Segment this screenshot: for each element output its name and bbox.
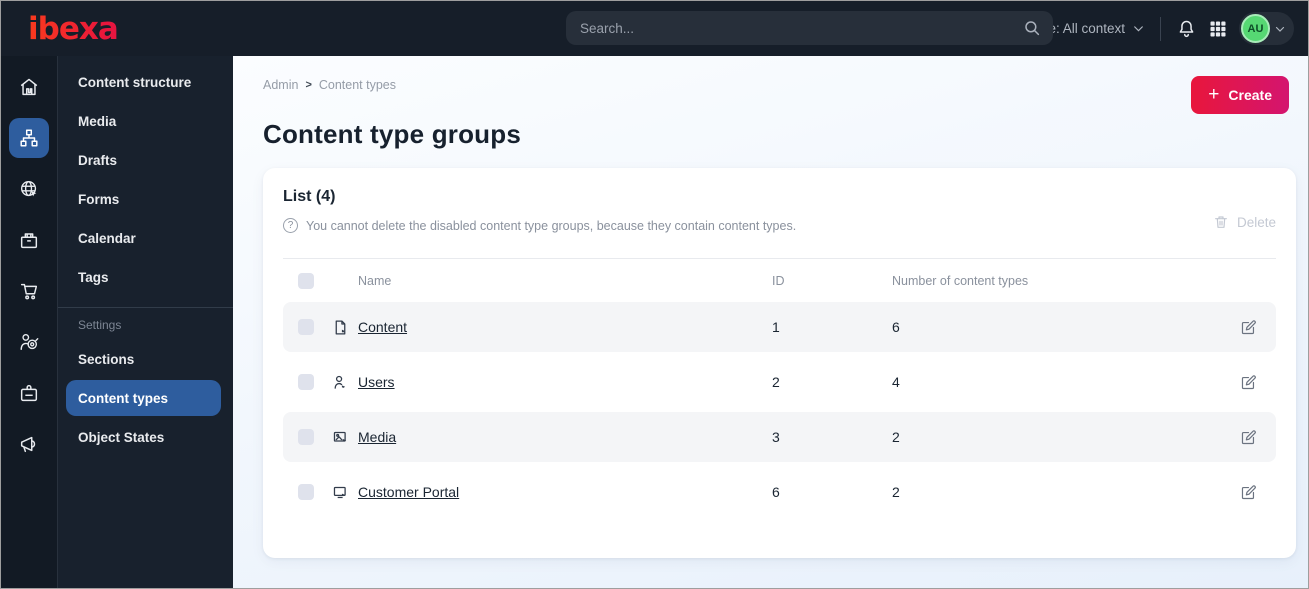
products-icon[interactable] xyxy=(9,220,49,260)
row-checkbox[interactable] xyxy=(298,484,314,500)
row-checkbox[interactable] xyxy=(298,319,314,335)
group-count: 2 xyxy=(892,429,900,445)
sidebar-section-label: Settings xyxy=(78,318,122,332)
global-search[interactable] xyxy=(566,11,1053,45)
row-checkbox[interactable] xyxy=(298,429,314,445)
breadcrumb-separator: > xyxy=(305,79,312,91)
sidebar-item-content-structure[interactable]: Content structure xyxy=(78,74,192,90)
create-button-label: Create xyxy=(1228,87,1272,103)
edit-icon[interactable] xyxy=(1240,319,1276,336)
sidebar-item-drafts[interactable]: Drafts xyxy=(78,152,118,168)
topbar-divider xyxy=(1160,16,1161,41)
chevron-down-icon xyxy=(1274,23,1286,35)
table-header: Name ID Number of content types xyxy=(283,258,1276,302)
help-icon: ? xyxy=(283,218,298,233)
sidebar-item-object-states[interactable]: Object States xyxy=(78,429,165,445)
edit-icon[interactable] xyxy=(1240,374,1276,391)
content-type-groups-card: List (4) ? You cannot delete the disable… xyxy=(263,168,1296,558)
sidebar-item-media[interactable]: Media xyxy=(78,113,117,129)
group-id: 1 xyxy=(772,319,780,335)
group-link[interactable]: Content xyxy=(358,319,408,335)
breadcrumb-admin[interactable]: Admin xyxy=(263,78,299,92)
personalization-badge-icon[interactable] xyxy=(9,373,49,413)
group-id: 3 xyxy=(772,429,780,445)
file-icon xyxy=(332,319,358,336)
nav-rail xyxy=(1,56,58,588)
commerce-cart-icon[interactable] xyxy=(9,271,49,311)
table-row: Content 1 6 xyxy=(283,302,1276,352)
user-menu[interactable]: AU xyxy=(1239,12,1294,45)
breadcrumb: Admin > Content types xyxy=(263,78,1296,92)
content-structure-icon[interactable] xyxy=(9,118,49,158)
plus-icon: + xyxy=(1208,83,1220,105)
dashboard-home-icon[interactable] xyxy=(9,67,49,107)
group-count: 6 xyxy=(892,319,900,335)
image-icon xyxy=(332,429,358,446)
table-row: Media 3 2 xyxy=(283,412,1276,462)
group-link[interactable]: Users xyxy=(358,374,395,390)
col-header-name: Name xyxy=(358,274,392,288)
page-title: Content type groups xyxy=(263,119,522,149)
select-all-checkbox[interactable] xyxy=(298,273,314,289)
create-button[interactable]: + Create xyxy=(1191,76,1289,114)
search-icon[interactable] xyxy=(1023,19,1041,37)
delete-button[interactable]: Delete xyxy=(1213,214,1276,230)
edit-icon[interactable] xyxy=(1240,484,1276,501)
group-link[interactable]: Media xyxy=(358,429,397,445)
breadcrumb-content-types: Content types xyxy=(318,78,397,92)
group-count: 2 xyxy=(892,484,900,500)
sidebar: Content structure Media Drafts Forms Cal… xyxy=(58,56,233,588)
group-id: 6 xyxy=(772,484,780,500)
search-input[interactable] xyxy=(580,20,1023,36)
group-link[interactable]: Customer Portal xyxy=(358,484,460,500)
edit-icon[interactable] xyxy=(1240,429,1276,446)
content-type-groups-table: Name ID Number of content types xyxy=(283,258,1276,517)
top-bar: ibexa Site: All context xyxy=(1,1,1308,56)
delete-button-label: Delete xyxy=(1236,214,1276,230)
table-row: Customer Portal 6 2 xyxy=(283,467,1276,517)
monitor-icon xyxy=(332,484,358,501)
chevron-down-icon xyxy=(1132,22,1145,35)
group-id: 2 xyxy=(772,374,780,390)
group-count: 4 xyxy=(892,374,900,390)
sidebar-item-calendar[interactable]: Calendar xyxy=(78,230,136,246)
topbar-controls: Site: All context AU xyxy=(1007,12,1308,45)
row-checkbox[interactable] xyxy=(298,374,314,390)
col-header-id: ID xyxy=(772,274,785,288)
user-icon xyxy=(332,374,358,391)
sidebar-divider xyxy=(58,307,233,308)
site-management-icon[interactable] xyxy=(9,169,49,209)
help-text: You cannot delete the disabled content t… xyxy=(306,218,797,233)
sidebar-item-content-types[interactable]: Content types xyxy=(66,380,221,416)
sidebar-item-sections[interactable]: Sections xyxy=(78,351,135,367)
avatar: AU xyxy=(1241,14,1270,43)
ibexa-logo: ibexa xyxy=(1,11,233,47)
col-header-count: Number of content types xyxy=(892,274,1029,288)
sidebar-item-tags[interactable]: Tags xyxy=(78,269,109,285)
notifications-bell-icon[interactable] xyxy=(1176,18,1197,39)
app-grid-icon[interactable] xyxy=(1208,19,1228,39)
trash-icon xyxy=(1213,214,1229,230)
site-context-label: Site: All context xyxy=(1032,21,1125,36)
table-row: Users 2 4 xyxy=(283,357,1276,407)
sidebar-item-forms[interactable]: Forms xyxy=(78,191,120,207)
campaigns-megaphone-icon[interactable] xyxy=(9,424,49,464)
main-content: Admin > Content types + Create Content t… xyxy=(233,56,1308,588)
list-title: List (4) xyxy=(283,188,336,205)
customer-segments-icon[interactable] xyxy=(9,322,49,362)
